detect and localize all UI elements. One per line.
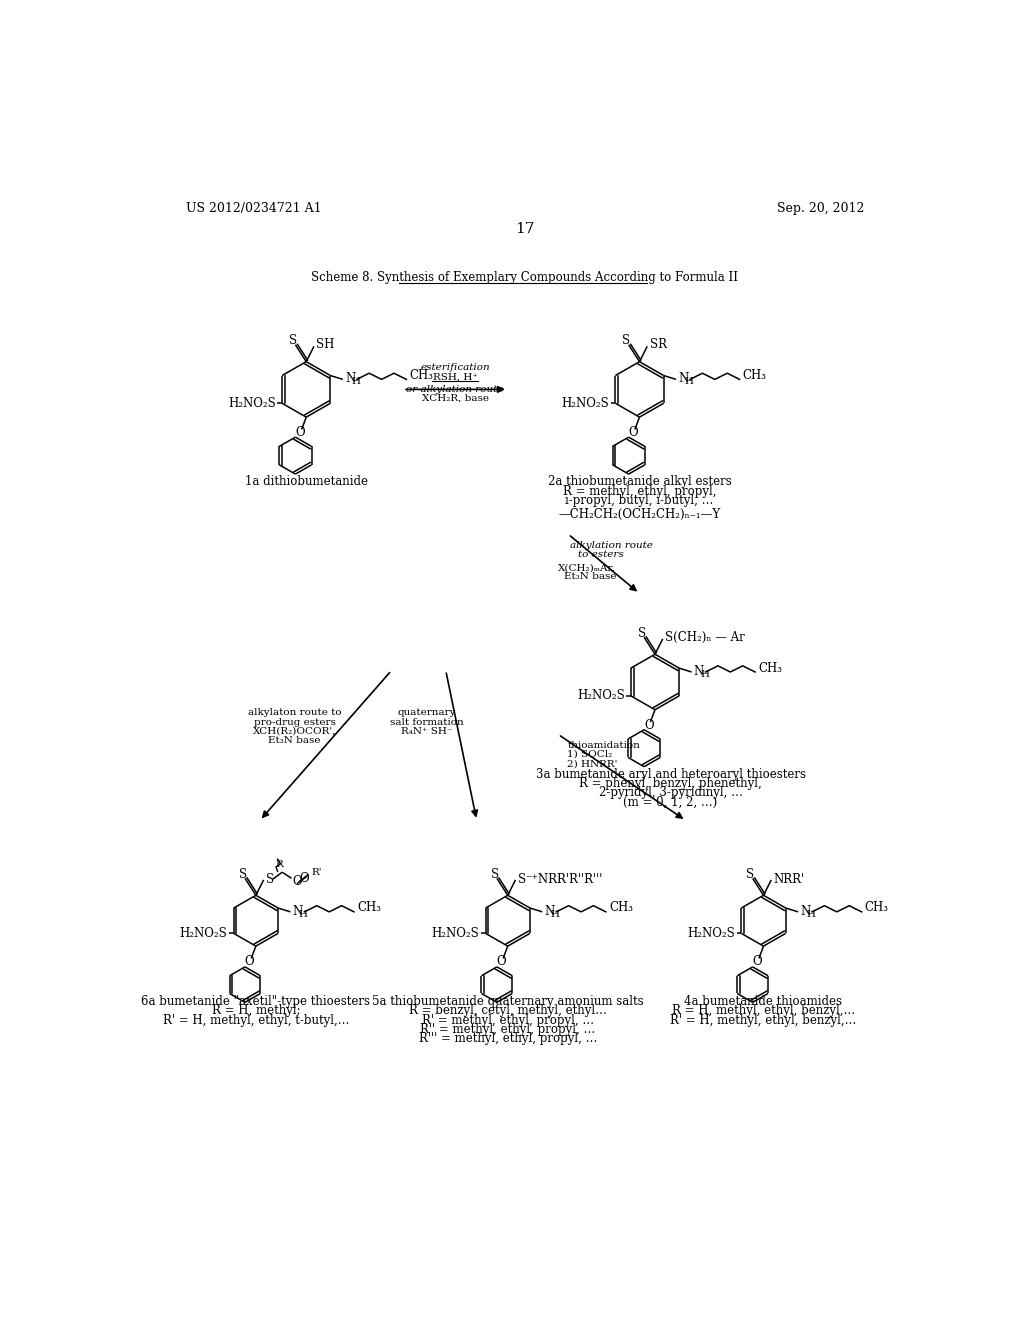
Text: R = H, methyl, ethyl, benzyl,…: R = H, methyl, ethyl, benzyl,…	[672, 1005, 855, 1018]
Text: R' = H, methyl, ethyl, benzyl,…: R' = H, methyl, ethyl, benzyl,…	[671, 1014, 857, 1027]
Text: R''' = methyl, ethyl, propyl, …: R''' = methyl, ethyl, propyl, …	[419, 1032, 597, 1045]
Text: X(CH₂)ₘAr,: X(CH₂)ₘAr,	[558, 564, 615, 573]
Text: Scheme 8. Synthesis of Exemplary Compounds According to Formula II: Scheme 8. Synthesis of Exemplary Compoun…	[311, 271, 738, 284]
Text: 1) SOCl₂: 1) SOCl₂	[567, 750, 612, 759]
Text: S: S	[266, 873, 274, 886]
Text: SR: SR	[649, 338, 667, 351]
Text: pro-drug esters: pro-drug esters	[254, 718, 336, 726]
Text: (m = 0, 1, 2, …): (m = 0, 1, 2, …)	[624, 796, 718, 809]
Text: R = benzyl, cetyl, methyl, ethyl…: R = benzyl, cetyl, methyl, ethyl…	[409, 1005, 606, 1018]
Text: XCH(R₂)OCOR',: XCH(R₂)OCOR',	[253, 727, 336, 735]
Text: thioamidation: thioamidation	[567, 741, 640, 750]
Text: O: O	[629, 426, 638, 440]
Text: 2a thiobumetanide alkyl esters: 2a thiobumetanide alkyl esters	[548, 475, 731, 488]
Text: salt formation: salt formation	[389, 718, 463, 726]
Text: CH₃: CH₃	[609, 902, 633, 915]
Text: CH₃: CH₃	[357, 902, 381, 915]
Text: 2) HNRR': 2) HNRR'	[567, 759, 617, 768]
Text: H₂NO₂S: H₂NO₂S	[687, 927, 735, 940]
Text: quaternary: quaternary	[397, 709, 456, 717]
Text: H₂NO₂S: H₂NO₂S	[228, 397, 275, 409]
Text: O: O	[295, 426, 305, 440]
Text: Sep. 20, 2012: Sep. 20, 2012	[777, 202, 864, 215]
Text: S: S	[638, 627, 646, 640]
Text: R = phenyl, benzyl, phenethyl,: R = phenyl, benzyl, phenethyl,	[580, 777, 762, 791]
Text: CH₃: CH₃	[742, 370, 767, 381]
Text: R' = methyl, ethyl, propyl, …: R' = methyl, ethyl, propyl, …	[422, 1014, 594, 1027]
Text: O: O	[292, 875, 302, 888]
Text: or alkylation route: or alkylation route	[407, 385, 504, 393]
Text: O: O	[497, 954, 506, 968]
Text: SH: SH	[316, 338, 335, 351]
Text: CH₃: CH₃	[864, 902, 889, 915]
Text: H: H	[685, 378, 693, 387]
Text: N: N	[545, 904, 555, 917]
Text: esterification: esterification	[420, 363, 489, 372]
Text: NRR': NRR'	[773, 873, 805, 886]
Text: 6a bumetanide "axetil"-type thioesters: 6a bumetanide "axetil"-type thioesters	[141, 995, 371, 1008]
Text: H: H	[807, 909, 815, 919]
Text: ⁺NRR'R''R''': ⁺NRR'R''R'''	[528, 873, 602, 886]
Text: Et₃N base: Et₃N base	[563, 572, 616, 581]
Text: alkylation route: alkylation route	[569, 541, 652, 550]
Text: US 2012/0234721 A1: US 2012/0234721 A1	[186, 202, 322, 215]
Text: H: H	[551, 909, 560, 919]
Text: Et₃N base: Et₃N base	[268, 737, 321, 744]
Text: 3a bumetanide aryl and heteroaryl thioesters: 3a bumetanide aryl and heteroaryl thioes…	[536, 768, 806, 781]
Text: S: S	[746, 869, 755, 880]
Text: RSH, H⁺: RSH, H⁺	[432, 372, 477, 381]
Text: N: N	[678, 372, 688, 385]
Text: R: R	[275, 861, 283, 869]
Text: H₂NO₂S: H₂NO₂S	[561, 397, 609, 409]
Text: i-propyl, butyl, i-butyl, …: i-propyl, butyl, i-butyl, …	[565, 494, 714, 507]
Text: to esters: to esters	[578, 550, 624, 560]
Text: S: S	[239, 869, 247, 880]
Text: R = H, methyl;: R = H, methyl;	[212, 1005, 300, 1018]
Text: S⁻: S⁻	[518, 873, 532, 886]
Text: S: S	[490, 869, 499, 880]
Text: 5a thiobumetanide quaternary amonium salts: 5a thiobumetanide quaternary amonium sal…	[372, 995, 643, 1008]
Text: XCH₂R, base: XCH₂R, base	[422, 395, 488, 403]
Text: H: H	[299, 909, 308, 919]
Text: S(CH₂)ₙ — Ar: S(CH₂)ₙ — Ar	[665, 631, 744, 644]
Text: H₂NO₂S: H₂NO₂S	[577, 689, 625, 702]
Text: 2-pyridyl, 3-pyridinyl, …: 2-pyridyl, 3-pyridinyl, …	[599, 787, 742, 800]
Text: R = methyl, ethyl, propyl,: R = methyl, ethyl, propyl,	[563, 484, 716, 498]
Text: N: N	[293, 904, 303, 917]
Text: N: N	[801, 904, 811, 917]
Text: alkylaton route to: alkylaton route to	[248, 709, 341, 717]
Text: R'' = methyl, ethyl, propyl, …: R'' = methyl, ethyl, propyl, …	[420, 1023, 595, 1036]
Text: H₂NO₂S: H₂NO₂S	[432, 927, 479, 940]
Text: R' = H, methyl, ethyl, t-butyl,…: R' = H, methyl, ethyl, t-butyl,…	[163, 1014, 349, 1027]
Text: O: O	[299, 871, 309, 884]
Text: H₂NO₂S: H₂NO₂S	[180, 927, 227, 940]
Text: 1a dithiobumetanide: 1a dithiobumetanide	[245, 475, 368, 488]
Text: CH₃: CH₃	[758, 661, 782, 675]
Text: —CH₂CH₂(OCH₂CH₂)ₙ₋₁—Y: —CH₂CH₂(OCH₂CH₂)ₙ₋₁—Y	[558, 508, 721, 521]
Text: CH₃: CH₃	[410, 370, 433, 381]
Text: O: O	[644, 718, 653, 731]
Text: O: O	[245, 954, 255, 968]
Text: 17: 17	[515, 222, 535, 236]
Text: S: S	[289, 334, 297, 347]
Text: O: O	[753, 954, 762, 968]
Text: R₄N⁺ SH⁻: R₄N⁺ SH⁻	[400, 727, 452, 735]
Text: H: H	[351, 378, 360, 387]
Text: H: H	[700, 669, 709, 678]
Text: N: N	[345, 372, 355, 385]
Text: R': R'	[311, 867, 323, 876]
Text: N: N	[694, 665, 705, 677]
Text: 4a bumetanide thioamides: 4a bumetanide thioamides	[684, 995, 843, 1008]
Text: S: S	[623, 334, 631, 347]
